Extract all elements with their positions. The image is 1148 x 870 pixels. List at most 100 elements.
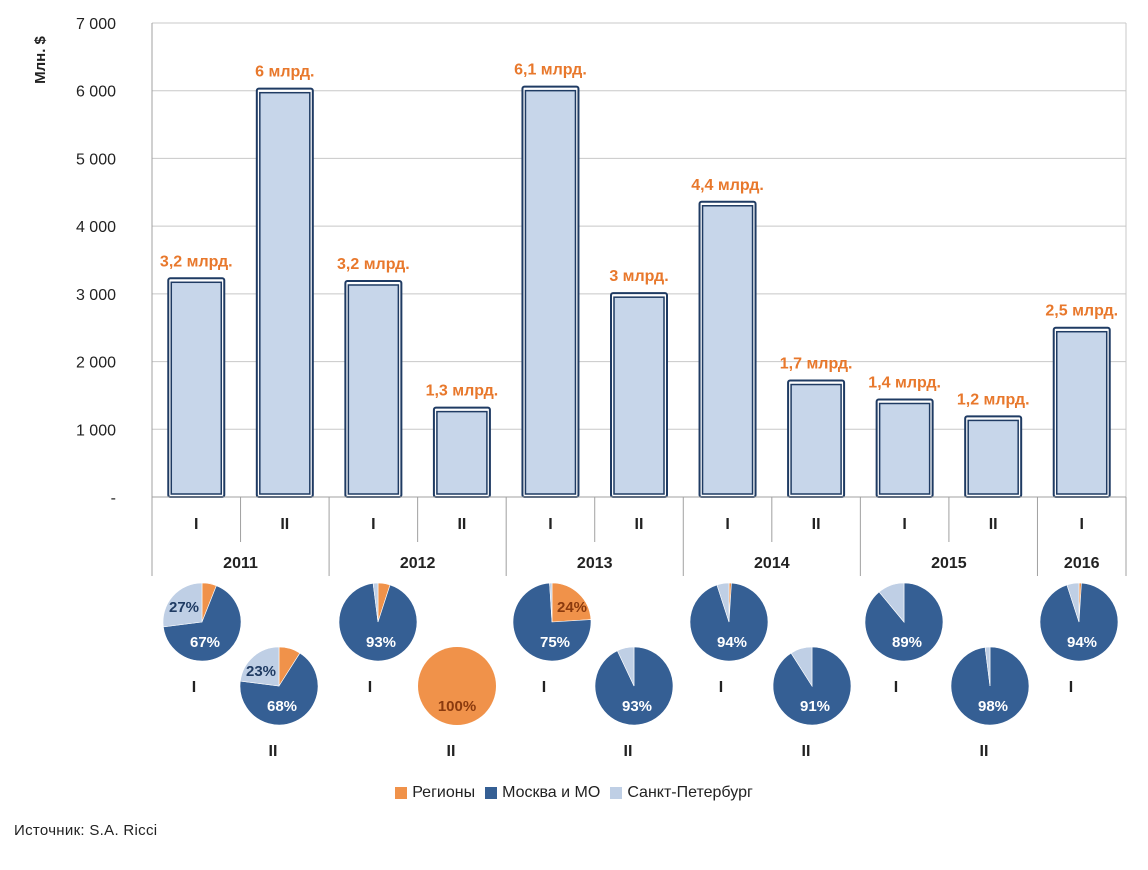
year-tick-label: 2011 — [223, 555, 258, 572]
half-tick-label: II — [812, 516, 821, 533]
y-tick-label: 1 000 — [76, 422, 116, 439]
pie-slice-moscow — [162, 585, 242, 662]
y-axis-title: Млн. $ — [32, 35, 49, 83]
legend-label-spb: Санкт-Петербург — [627, 784, 753, 801]
pie-period-label: I — [1069, 679, 1073, 696]
pie-slice-spb — [1066, 582, 1080, 623]
pie-slice-moscow — [338, 582, 418, 662]
half-tick-label: II — [457, 516, 466, 533]
bar — [170, 281, 223, 495]
pie-pct-label: 91% — [800, 698, 830, 715]
pie-pct-label: 75% — [540, 634, 570, 651]
y-tick-label: 3 000 — [76, 287, 116, 304]
year-tick-label: 2013 — [577, 555, 613, 572]
pie-pct-label: 89% — [892, 634, 922, 651]
pie-pct-label: 67% — [190, 634, 220, 651]
year-tick-label: 2014 — [754, 555, 790, 572]
pie-slice-spb — [716, 582, 730, 623]
y-tick-label: 6 000 — [76, 84, 116, 101]
y-tick-label: 5 000 — [76, 151, 116, 168]
legend-swatch-moscow — [485, 787, 498, 799]
pie-period-label: II — [624, 743, 633, 760]
half-tick-label: I — [548, 516, 552, 533]
pie-slice-spb — [372, 582, 379, 623]
bar-value-label: 4,4 млрд. — [691, 177, 764, 194]
year-tick-label: 2015 — [931, 555, 967, 572]
y-tick-label: 4 000 — [76, 219, 116, 236]
pie-slice-spb — [790, 646, 813, 688]
pie-slice-spb — [616, 646, 635, 687]
legend-label-regions: Регионы — [412, 784, 476, 801]
pie-slice-spb — [878, 582, 905, 623]
bar — [1055, 330, 1108, 495]
bar — [524, 89, 577, 495]
y-tick-label: - — [111, 490, 116, 507]
pie-period-label: II — [447, 743, 456, 760]
y-tick-label: 7 000 — [76, 16, 116, 33]
bar-value-label: 3,2 млрд. — [160, 253, 233, 270]
pie-slice-moscow — [239, 652, 319, 726]
bar — [436, 410, 488, 495]
pie-slice-regions — [551, 582, 592, 623]
pie-period-label: I — [192, 679, 196, 696]
bar-value-label: 1,4 млрд. — [868, 374, 941, 391]
pie-pct-label: 24% — [557, 599, 587, 616]
pie-slice-spb — [984, 646, 991, 687]
pie-pct-label: 93% — [622, 698, 652, 715]
legend-label-moscow: Москва и МО — [502, 784, 601, 801]
pie-period-label: II — [269, 743, 278, 760]
bar — [613, 296, 665, 495]
half-tick-label: I — [902, 516, 906, 533]
bar-value-label: 3 млрд. — [609, 268, 668, 285]
bar-value-label: 1,3 млрд. — [426, 383, 499, 400]
bar-value-label: 6 млрд. — [255, 64, 314, 81]
pie-pct-label: 27% — [169, 599, 199, 616]
legend: Регионы Москва и МО Санкт-Петербург — [0, 784, 1148, 802]
pie-pct-label: 94% — [1067, 634, 1097, 651]
year-tick-label: 2012 — [400, 555, 436, 572]
pie-period-label: I — [894, 679, 898, 696]
pie-pct-label: 98% — [978, 698, 1008, 715]
half-tick-label: I — [194, 516, 198, 533]
bar — [790, 383, 842, 495]
bar-value-label: 2,5 млрд. — [1045, 303, 1118, 320]
pie-period-label: I — [368, 679, 372, 696]
pie-period-label: I — [719, 679, 723, 696]
half-tick-label: I — [1080, 516, 1084, 533]
bar-value-label: 3,2 млрд. — [337, 256, 410, 273]
pie-pct-label: 94% — [717, 634, 747, 651]
bar — [701, 205, 754, 495]
pie-slice-spb — [162, 582, 203, 628]
y-tick-label: 2 000 — [76, 355, 116, 372]
pie-pct-label: 23% — [246, 663, 276, 680]
bar-value-label: 1,2 млрд. — [957, 391, 1030, 408]
bar — [878, 402, 931, 495]
pie-period-label: II — [980, 743, 989, 760]
legend-swatch-regions — [395, 787, 408, 799]
legend-item-spb: Санкт-Петербург — [610, 784, 753, 802]
legend-item-moscow: Москва и МО — [485, 784, 600, 802]
half-tick-label: I — [371, 516, 375, 533]
bar — [967, 419, 1019, 495]
pie-pct-label: 68% — [267, 698, 297, 715]
half-tick-label: II — [280, 516, 289, 533]
year-tick-label: 2016 — [1064, 555, 1100, 572]
bar-value-label: 1,7 млрд. — [780, 356, 853, 373]
pie-period-label: II — [802, 743, 811, 760]
pie-slice-regions — [418, 647, 496, 725]
legend-item-regions: Регионы — [395, 784, 475, 802]
legend-swatch-spb — [610, 787, 623, 799]
pie-pct-label: 93% — [366, 634, 396, 651]
pie-slice-spb — [239, 646, 280, 687]
pie-slice-spb — [549, 582, 553, 623]
bar — [259, 91, 311, 495]
half-tick-label: I — [725, 516, 729, 533]
pie-pct-label: 100% — [438, 698, 476, 715]
source-note: Источник: S.A. Ricci — [14, 822, 158, 839]
bar — [347, 284, 400, 495]
pie-period-label: I — [542, 679, 546, 696]
half-tick-label: II — [635, 516, 644, 533]
half-tick-label: II — [989, 516, 998, 533]
bar-value-label: 6,1 млрд. — [514, 62, 587, 79]
